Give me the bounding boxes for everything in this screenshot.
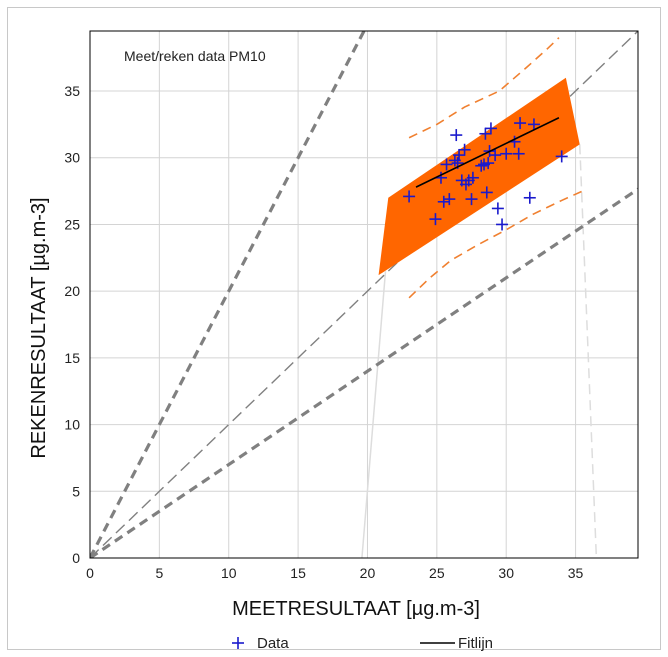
legend-data-marker — [232, 637, 244, 649]
data-point — [453, 149, 466, 162]
reference-line-1 — [90, 31, 366, 558]
data-point — [480, 186, 493, 199]
x-tick-label: 25 — [429, 565, 445, 581]
legend-data-label: Data — [257, 635, 289, 652]
legend: Data Fitlijn — [232, 635, 493, 652]
data-point — [523, 191, 536, 204]
prediction-lower-curve — [408, 190, 583, 299]
band-guide-right — [578, 144, 598, 558]
y-tick-label: 5 — [72, 483, 80, 499]
data-point — [475, 159, 488, 172]
x-tick-label: 15 — [290, 565, 306, 581]
x-tick-label: 5 — [155, 565, 163, 581]
x-tick-label: 0 — [86, 565, 94, 581]
y-tick-label: 10 — [64, 417, 80, 433]
tick-labels: 0 5 10 15 20 25 30 35 0 5 10 15 20 25 30 35 — [64, 83, 583, 581]
series-layer — [90, 31, 638, 558]
y-tick-label: 20 — [64, 283, 80, 299]
data-point — [491, 202, 504, 215]
data-point — [458, 143, 471, 156]
x-axis-label: MEETRESULTAAT [µg.m-3] — [232, 598, 480, 620]
data-point — [527, 118, 540, 131]
data-point — [555, 150, 568, 163]
x-tick-label: 30 — [498, 565, 514, 581]
data-point — [429, 213, 442, 226]
band-guide-left — [361, 271, 387, 558]
data-point — [482, 157, 495, 170]
legend-fit-label: Fitlijn — [458, 635, 493, 652]
data-point — [450, 129, 463, 142]
data-point — [484, 122, 497, 135]
data-point — [512, 147, 525, 160]
reference-line-3 — [90, 187, 638, 558]
data-point — [479, 127, 492, 140]
plot-border — [89, 30, 639, 559]
x-tick-label: 10 — [221, 565, 237, 581]
data-point — [489, 149, 502, 162]
data-point — [514, 117, 527, 130]
x-tick-label: 20 — [360, 565, 376, 581]
data-point — [465, 193, 478, 206]
chart-annotation: Meet/reken data PM10 — [124, 48, 266, 64]
y-tick-label: 15 — [64, 350, 80, 366]
y-axis-label: REKENRESULTAAT [µg.m-3] — [28, 197, 50, 458]
x-tick-label: 35 — [568, 565, 584, 581]
y-tick-label: 0 — [72, 550, 80, 566]
data-point — [496, 218, 509, 231]
data-point — [403, 190, 416, 203]
data-point — [440, 158, 453, 171]
y-tick-label: 35 — [64, 83, 80, 99]
data-point — [466, 171, 479, 184]
data-point — [443, 193, 456, 206]
prediction-upper-curve — [408, 37, 560, 139]
fit-line — [415, 117, 560, 188]
data-point — [500, 147, 513, 160]
y-tick-label: 30 — [64, 150, 80, 166]
y-tick-label: 25 — [64, 216, 80, 232]
data-point — [437, 195, 450, 208]
confidence-band — [378, 77, 580, 276]
